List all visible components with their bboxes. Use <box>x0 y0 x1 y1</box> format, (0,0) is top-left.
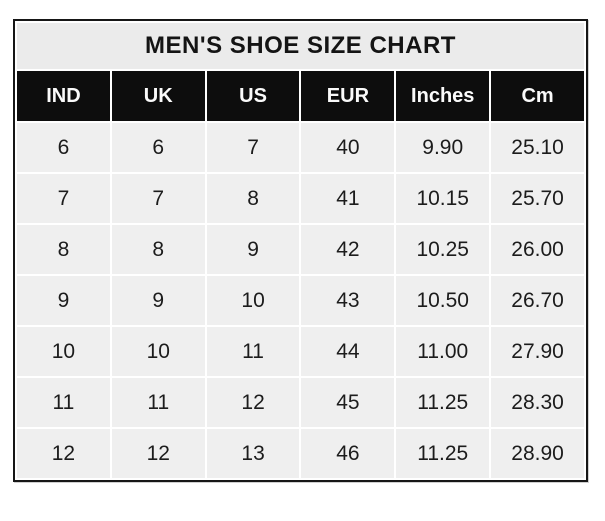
column-header-us: US <box>204 69 302 123</box>
table-row: 6 6 7 40 9.90 25.10 <box>15 121 586 174</box>
table-cell: 28.90 <box>489 427 586 480</box>
table-cell: 10.50 <box>394 274 492 327</box>
table-row: 12 12 13 46 11.25 28.90 <box>15 427 586 480</box>
table-cell: 26.00 <box>489 223 586 276</box>
table-cell: 11.25 <box>394 376 492 429</box>
table-cell: 28.30 <box>489 376 586 429</box>
header-row: IND UK US EUR Inches Cm <box>15 69 586 123</box>
shoe-size-chart: MEN'S SHOE SIZE CHART IND UK US EUR Inch… <box>13 19 588 482</box>
column-header-uk: UK <box>109 69 207 123</box>
column-header-ind: IND <box>15 69 112 123</box>
table-cell: 11 <box>109 376 207 429</box>
table-row: 7 7 8 41 10.15 25.70 <box>15 172 586 225</box>
shoe-size-table: MEN'S SHOE SIZE CHART IND UK US EUR Inch… <box>15 21 586 480</box>
table-cell: 10 <box>109 325 207 378</box>
table-cell: 25.70 <box>489 172 586 225</box>
table-cell: 13 <box>204 427 302 480</box>
table-cell: 6 <box>109 121 207 174</box>
table-cell: 12 <box>204 376 302 429</box>
table-cell: 12 <box>109 427 207 480</box>
table-cell: 41 <box>299 172 397 225</box>
table-cell: 10.15 <box>394 172 492 225</box>
table-title: MEN'S SHOE SIZE CHART <box>15 21 586 71</box>
table-cell: 11 <box>15 376 112 429</box>
table-cell: 9 <box>204 223 302 276</box>
table-cell: 40 <box>299 121 397 174</box>
column-header-eur: EUR <box>299 69 397 123</box>
table-body: 6 6 7 40 9.90 25.10 7 7 8 41 10.15 25.70… <box>15 121 586 480</box>
table-cell: 9.90 <box>394 121 492 174</box>
table-row: 11 11 12 45 11.25 28.30 <box>15 376 586 429</box>
table-cell: 11 <box>204 325 302 378</box>
table-cell: 26.70 <box>489 274 586 327</box>
table-cell: 46 <box>299 427 397 480</box>
table-cell: 9 <box>109 274 207 327</box>
table-cell: 11.25 <box>394 427 492 480</box>
title-row: MEN'S SHOE SIZE CHART <box>15 21 586 71</box>
table-cell: 8 <box>109 223 207 276</box>
table-cell: 11.00 <box>394 325 492 378</box>
table-cell: 12 <box>15 427 112 480</box>
column-header-cm: Cm <box>489 69 586 123</box>
table-cell: 45 <box>299 376 397 429</box>
table-cell: 6 <box>15 121 112 174</box>
table-cell: 43 <box>299 274 397 327</box>
table-row: 9 9 10 43 10.50 26.70 <box>15 274 586 327</box>
table-cell: 7 <box>204 121 302 174</box>
table-cell: 44 <box>299 325 397 378</box>
table-cell: 8 <box>204 172 302 225</box>
column-header-inches: Inches <box>394 69 492 123</box>
table-cell: 7 <box>109 172 207 225</box>
table-cell: 27.90 <box>489 325 586 378</box>
table-cell: 10 <box>204 274 302 327</box>
table-cell: 25.10 <box>489 121 586 174</box>
table-cell: 8 <box>15 223 112 276</box>
table-head: MEN'S SHOE SIZE CHART IND UK US EUR Inch… <box>15 21 586 123</box>
table-cell: 7 <box>15 172 112 225</box>
table-cell: 10 <box>15 325 112 378</box>
table-cell: 42 <box>299 223 397 276</box>
table-row: 8 8 9 42 10.25 26.00 <box>15 223 586 276</box>
table-row: 10 10 11 44 11.00 27.90 <box>15 325 586 378</box>
table-cell: 10.25 <box>394 223 492 276</box>
table-cell: 9 <box>15 274 112 327</box>
